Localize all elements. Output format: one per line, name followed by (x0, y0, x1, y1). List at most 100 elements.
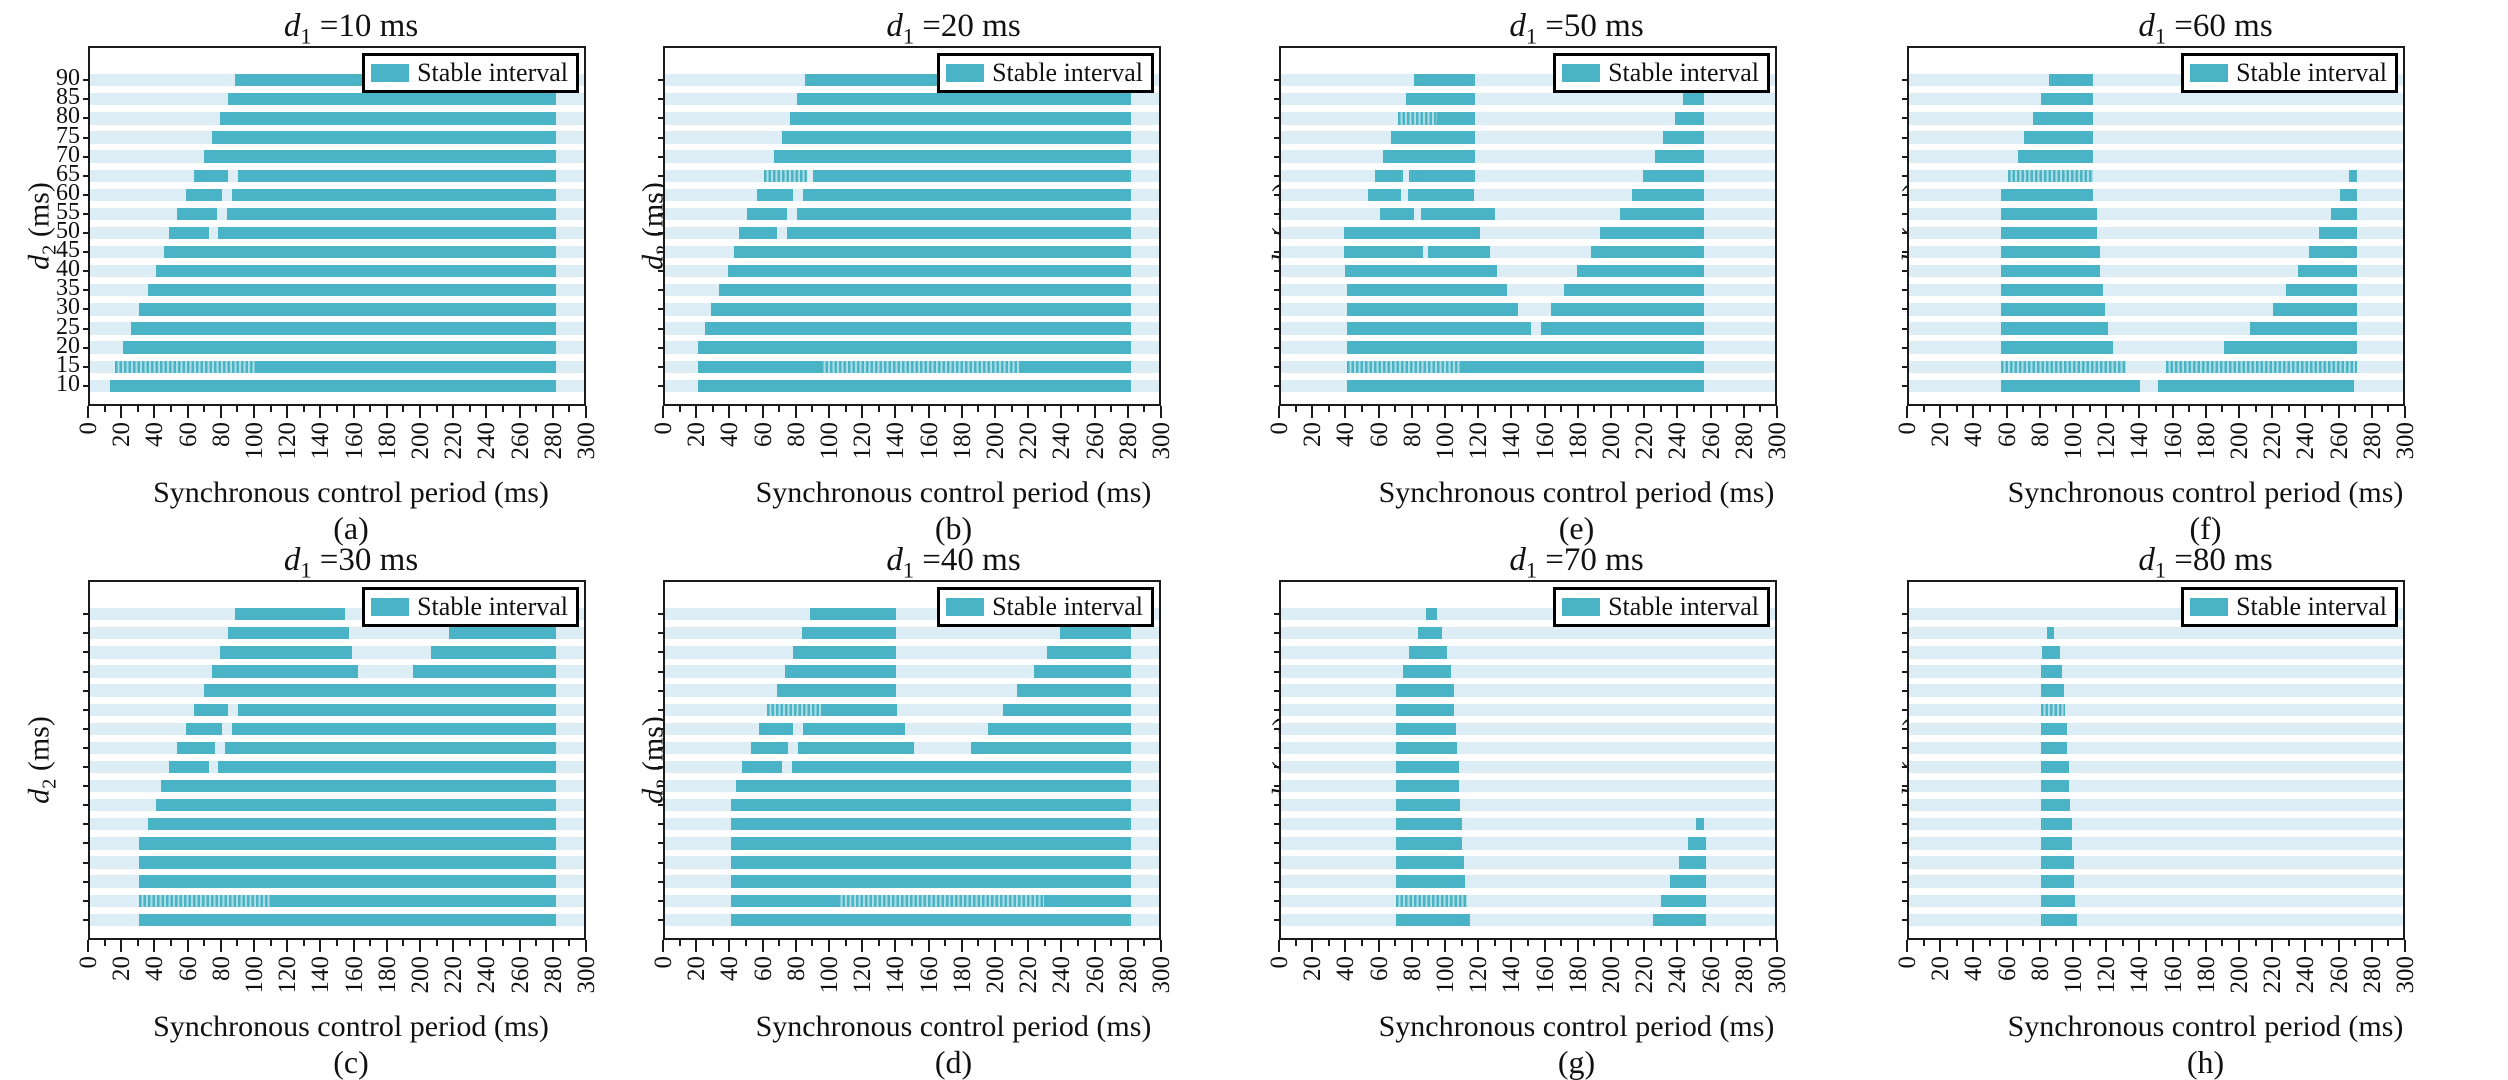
y-tick-mark (658, 365, 665, 368)
y-tick-mark (658, 346, 665, 349)
stable-interval-bar (1541, 322, 1705, 335)
x-tick-mark (352, 406, 355, 418)
y-tick-mark (83, 804, 90, 807)
stable-interval-bar (2001, 322, 2109, 335)
x-tick-mark (2304, 940, 2307, 952)
x-tick-label-text: 300 (1764, 956, 1791, 994)
x-tick-label-text: 280 (2358, 956, 2386, 994)
x-tick-mark (2337, 406, 2340, 418)
y-tick-mark (83, 823, 90, 826)
row-band-d2-85 (1909, 627, 2403, 640)
x-tick-label-text: 40 (141, 956, 169, 981)
x-tick-mark (435, 406, 438, 412)
title-d-symbol: d (886, 542, 903, 578)
x-tick-mark (2171, 406, 2174, 418)
stable-interval-bar (231, 188, 556, 201)
x-tick-label-text: 160 (915, 956, 943, 994)
x-tick-label: 80 (783, 956, 810, 981)
y-tick-mark (1274, 918, 1281, 921)
subplot-title: d1 =30 ms (0, 540, 614, 583)
x-tick-label-text: 240 (1048, 956, 1076, 994)
x-tick-mark (2204, 406, 2207, 418)
y-tick-mark (658, 632, 665, 635)
legend-swatch-icon (946, 64, 985, 82)
x-tick-mark (811, 940, 814, 946)
title-d-subscript: 1 (300, 557, 312, 583)
y-tick-mark (1274, 327, 1281, 330)
x-tick-mark (1939, 940, 1942, 952)
x-tick-mark (518, 406, 521, 418)
x-tick-mark (2337, 940, 2340, 952)
x-tick-label-text: 280 (1730, 422, 1758, 460)
x-tick-label-text: 300 (573, 956, 600, 994)
stable-interval-bar (821, 703, 898, 716)
x-tick-mark (418, 940, 421, 952)
legend-label: Stable interval (417, 58, 568, 87)
y-tick-label: 40 (56, 256, 80, 283)
x-tick-mark (1443, 940, 1446, 952)
x-tick-mark (2321, 940, 2323, 946)
x-tick-label-text: 200 (2226, 422, 2253, 460)
y-tick-mark (83, 670, 90, 673)
y-tick-mark (1902, 384, 1909, 387)
stable-interval-bar (1396, 741, 1458, 755)
stable-interval-bar (1661, 894, 1706, 907)
x-tick-label: 20 (683, 956, 710, 981)
x-tick-mark (728, 940, 731, 952)
x-tick-mark (236, 940, 239, 946)
subplot-title: d1 =50 ms (1244, 6, 1874, 49)
stable-interval-bar (1002, 703, 1131, 716)
x-tick-mark (219, 940, 222, 952)
x-tick-mark (993, 406, 996, 418)
x-tick-label-text: 100 (241, 422, 268, 460)
row-band-d2-70 (1281, 684, 1775, 697)
stable-interval-bar (1462, 360, 1705, 373)
stable-interval-bar (1407, 188, 1474, 201)
x-tick-mark (302, 940, 305, 946)
subplot-letter: (c) (333, 1044, 369, 1080)
x-tick-label-text: 180 (2192, 956, 2220, 994)
y-tick-mark (658, 766, 665, 768)
x-tick-label-text: 260 (2325, 422, 2353, 460)
x-tick-label-text: 220 (1015, 956, 1043, 994)
stable-interval-bar (2319, 226, 2357, 240)
x-tick-mark (662, 406, 664, 418)
x-tick-label-text: 60 (1365, 422, 1393, 447)
row-band-d2-60 (1909, 188, 2403, 201)
x-tick-mark (1060, 940, 1063, 952)
x-tick-label-text: 180 (2192, 422, 2220, 460)
x-tick-mark (2321, 406, 2323, 412)
x-tick-label-text: 240 (2292, 422, 2320, 460)
x-tick-label-text: 140 (1498, 956, 1526, 994)
x-tick-mark (1776, 940, 1778, 952)
stable-interval-bar (1564, 284, 1705, 297)
x-tick-labels: 0 20 40 60 80 100 120 140 160 180 200 220 240 260 280 3… (75, 954, 600, 1010)
stable-interval-bar (1577, 265, 1705, 278)
y-tick-mark (1902, 804, 1909, 807)
stable-interval-bar (147, 818, 556, 831)
stable-interval-bar (2297, 265, 2357, 278)
row-band-d2-45 (1281, 779, 1775, 793)
stable-interval-bar (793, 646, 896, 659)
chart-row: d2 (ms)Stable interval (1874, 580, 2504, 940)
stable-interval-bar (2040, 684, 2064, 697)
x-tick-mark (1278, 406, 1280, 418)
x-tick-mark (778, 406, 781, 412)
x-tick-mark (2071, 406, 2074, 418)
x-tick-mark (2121, 406, 2124, 412)
y-tick-mark (658, 651, 665, 654)
y-tick-label: 80 (56, 103, 80, 130)
x-axis-title: Synchronous control period (ms) (1378, 476, 1775, 509)
x-tick-mark (1759, 406, 1762, 412)
stable-interval-bar (1643, 169, 1705, 182)
x-tick-mark (1742, 940, 1745, 952)
x-tick-mark (1477, 940, 1480, 952)
x-tick-label-text: 240 (1048, 422, 1076, 460)
x-tick-label-text: 0 (75, 422, 102, 435)
y-tick-mark (83, 155, 90, 158)
x-tick-mark (2038, 406, 2041, 418)
x-tick-label: 300 (2392, 956, 2431, 994)
x-tick-label-text: 20 (1299, 422, 1327, 447)
x-tick-mark (385, 940, 388, 952)
y-tick-mark (1274, 727, 1281, 730)
